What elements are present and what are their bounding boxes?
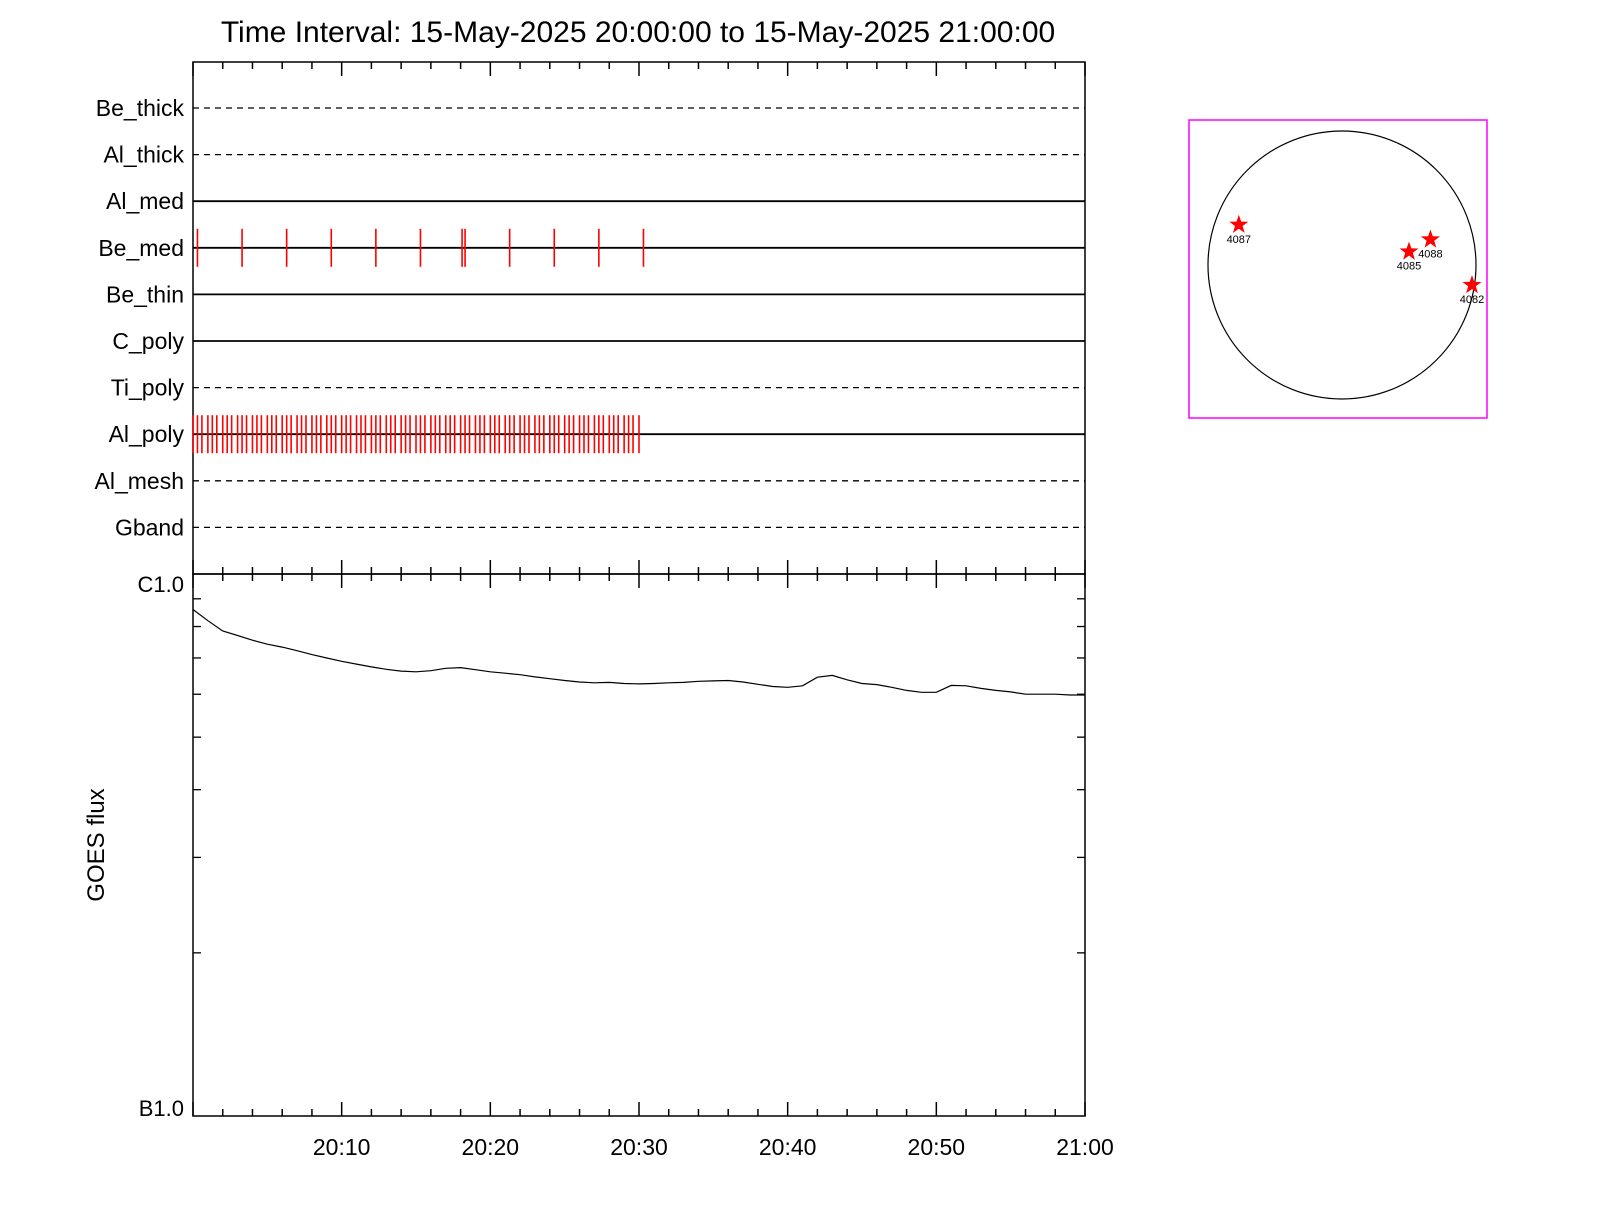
- x-tick-label: 20:50: [908, 1134, 966, 1160]
- channel-gband: Gband: [115, 514, 1085, 540]
- disk-frame: [1188, 119, 1488, 419]
- channel-label: Al_thick: [103, 142, 184, 168]
- region-star-marker: [1399, 241, 1419, 260]
- goes-flux-series-line: [192, 609, 1085, 696]
- region-4082: 4082: [1460, 275, 1484, 306]
- region-label: 4087: [1227, 234, 1251, 246]
- channel-label: Be_med: [98, 235, 184, 261]
- channel-al-thick: Al_thick: [103, 142, 1085, 168]
- goes-panel: C1.0 B1.0 GOES flux 20:10 20:20 20:30 20:40…: [83, 572, 1114, 1160]
- x-tick-label: 20:40: [759, 1134, 817, 1160]
- channel-label: Al_poly: [109, 421, 185, 447]
- channel-al-poly: Al_poly: [109, 415, 1085, 454]
- region-4088: 4088: [1418, 229, 1443, 261]
- x-tick-label: 20:20: [462, 1134, 520, 1160]
- timeline-panel: Be_thick Al_thick Al_med Be_med Be_thin C_pol…: [95, 61, 1086, 575]
- channel-be-thick: Be_thick: [96, 95, 1085, 121]
- y-tick-label-b1: B1.0: [139, 1096, 184, 1121]
- region-label: 4082: [1460, 294, 1484, 306]
- region-star-marker: [1462, 275, 1482, 294]
- channel-al-med: Al_med: [106, 188, 1085, 214]
- channel-be-med: Be_med: [98, 228, 1085, 267]
- region-label: 4088: [1418, 249, 1442, 261]
- solar-disk: [1207, 130, 1477, 400]
- goes-ticks: [192, 574, 1086, 1116]
- y-axis-label: GOES flux: [83, 788, 110, 901]
- channel-label: Be_thin: [106, 281, 184, 307]
- channel-label: Be_thick: [96, 95, 185, 121]
- goes-frame: [192, 573, 1086, 1117]
- x-tick-labels: 20:10 20:20 20:30 20:40 20:50 21:00: [313, 1134, 1114, 1160]
- x-tick-label: 20:30: [610, 1134, 668, 1160]
- y-tick-label-c1: C1.0: [138, 572, 184, 597]
- channel-label: Al_med: [106, 188, 184, 214]
- channel-ti-poly: Ti_poly: [111, 375, 1085, 401]
- channel-label: Ti_poly: [111, 375, 185, 401]
- region-star-marker: [1420, 229, 1440, 248]
- region-label: 4085: [1397, 261, 1421, 273]
- timeline-ticks: [192, 62, 1086, 574]
- timeline-frame: [192, 61, 1086, 575]
- region-4087: 4087: [1227, 214, 1251, 246]
- channel-rows: Be_thick Al_thick Al_med Be_med Be_thin C_pol…: [95, 95, 1085, 540]
- channel-al-mesh: Al_mesh: [95, 468, 1085, 494]
- region-star-marker: [1229, 214, 1249, 233]
- x-tick-label: 20:10: [313, 1134, 371, 1160]
- chart-title: Time Interval: 15-May-2025 20:00:00 to 1…: [221, 16, 1055, 49]
- channel-be-thin: Be_thin: [106, 281, 1085, 307]
- channel-label: Gband: [115, 514, 184, 540]
- channel-c-poly: C_poly: [112, 328, 1085, 354]
- x-tick-label: 21:00: [1056, 1134, 1114, 1160]
- channel-label: Al_mesh: [95, 468, 184, 494]
- region-4085: 4085: [1397, 241, 1421, 273]
- channel-label: C_poly: [112, 328, 184, 354]
